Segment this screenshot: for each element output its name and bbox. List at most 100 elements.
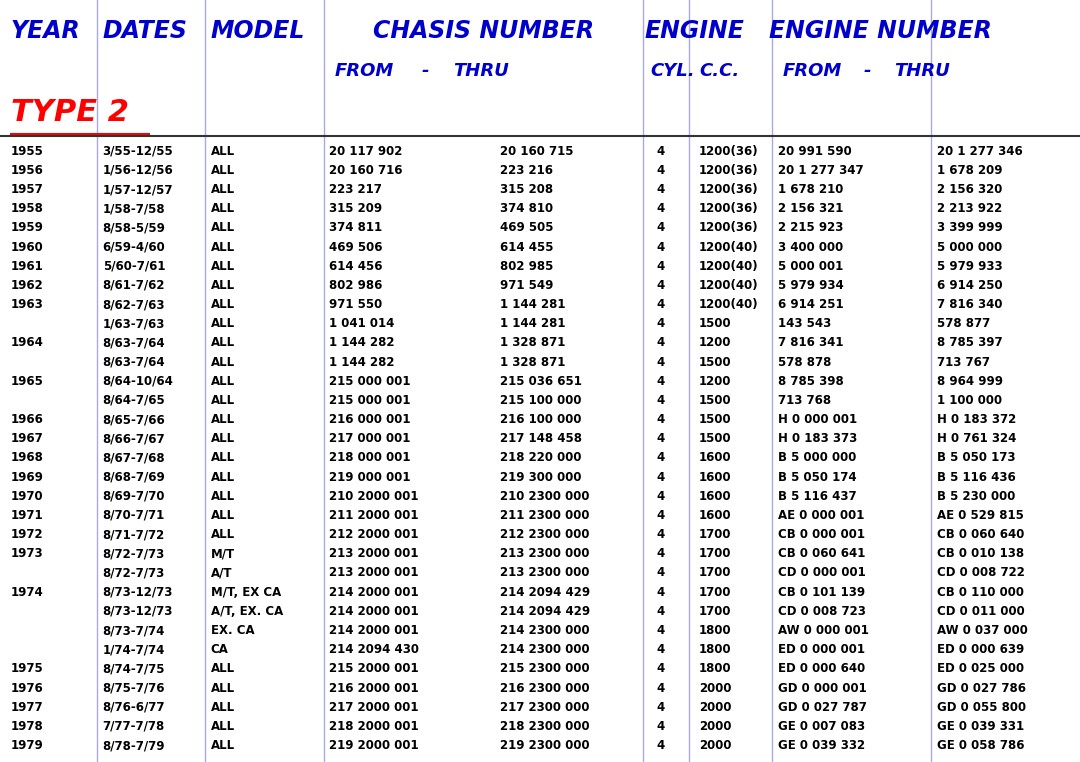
- Text: 6 914 250: 6 914 250: [937, 279, 1003, 292]
- Text: 4: 4: [657, 298, 665, 311]
- Text: ALL: ALL: [211, 202, 234, 216]
- Text: CB 0 000 001: CB 0 000 001: [778, 528, 865, 541]
- Text: 4: 4: [657, 490, 665, 503]
- Text: B 5 116 437: B 5 116 437: [778, 490, 856, 503]
- Text: 8/61-7/62: 8/61-7/62: [103, 279, 165, 292]
- Text: CB 0 101 139: CB 0 101 139: [778, 586, 865, 599]
- Text: AW 0 037 000: AW 0 037 000: [937, 624, 1028, 637]
- Text: 215 036 651: 215 036 651: [500, 375, 582, 388]
- Text: ALL: ALL: [211, 471, 234, 484]
- Text: 8 964 999: 8 964 999: [937, 375, 1003, 388]
- Text: AE 0 000 001: AE 0 000 001: [778, 509, 864, 522]
- Text: GE 0 039 332: GE 0 039 332: [778, 739, 865, 752]
- Text: ED 0 000 001: ED 0 000 001: [778, 643, 865, 656]
- Text: 1963: 1963: [11, 298, 43, 311]
- Text: ALL: ALL: [211, 720, 234, 733]
- Text: 4: 4: [657, 624, 665, 637]
- Text: 4: 4: [657, 509, 665, 522]
- Text: 214 2000 001: 214 2000 001: [329, 605, 419, 618]
- Text: ENGINE: ENGINE: [645, 19, 744, 43]
- Text: 1 678 210: 1 678 210: [778, 183, 843, 196]
- Text: 8/68-7/69: 8/68-7/69: [103, 471, 165, 484]
- Text: 469 506: 469 506: [329, 241, 383, 254]
- Text: 213 2000 001: 213 2000 001: [329, 547, 419, 560]
- Text: ED 0 000 639: ED 0 000 639: [937, 643, 1025, 656]
- Text: FROM: FROM: [783, 62, 842, 81]
- Text: 713 767: 713 767: [937, 356, 990, 369]
- Text: ALL: ALL: [211, 681, 234, 694]
- Text: ED 0 025 000: ED 0 025 000: [937, 662, 1025, 675]
- Text: 1 144 281: 1 144 281: [500, 317, 566, 330]
- Text: 1 328 871: 1 328 871: [500, 356, 566, 369]
- Text: 1800: 1800: [699, 662, 731, 675]
- Text: 218 2000 001: 218 2000 001: [329, 720, 419, 733]
- Text: ALL: ALL: [211, 241, 234, 254]
- Text: 8 785 398: 8 785 398: [778, 375, 843, 388]
- Text: 1200(36): 1200(36): [699, 183, 758, 196]
- Text: 4: 4: [657, 317, 665, 330]
- Text: 8/58-5/59: 8/58-5/59: [103, 222, 165, 235]
- Text: 213 2000 001: 213 2000 001: [329, 566, 419, 579]
- Text: MODEL: MODEL: [211, 19, 305, 43]
- Text: 219 2300 000: 219 2300 000: [500, 739, 590, 752]
- Text: 214 2300 000: 214 2300 000: [500, 643, 590, 656]
- Text: 802 985: 802 985: [500, 260, 553, 273]
- Text: CA: CA: [211, 643, 229, 656]
- Text: 1800: 1800: [699, 624, 731, 637]
- Text: 1600: 1600: [699, 490, 731, 503]
- Text: 578 877: 578 877: [937, 317, 990, 330]
- Text: 213 2300 000: 213 2300 000: [500, 547, 590, 560]
- Text: 3 399 999: 3 399 999: [937, 222, 1003, 235]
- Text: ALL: ALL: [211, 183, 234, 196]
- Text: 216 000 001: 216 000 001: [329, 413, 410, 426]
- Text: 4: 4: [657, 566, 665, 579]
- Text: 2 156 321: 2 156 321: [778, 202, 843, 216]
- Text: 3 400 000: 3 400 000: [778, 241, 842, 254]
- Text: 8/73-12/73: 8/73-12/73: [103, 605, 173, 618]
- Text: 1200(36): 1200(36): [699, 145, 758, 158]
- Text: 4: 4: [657, 432, 665, 445]
- Text: 4: 4: [657, 183, 665, 196]
- Text: 1977: 1977: [11, 701, 43, 714]
- Text: 4: 4: [657, 586, 665, 599]
- Text: 1955: 1955: [11, 145, 43, 158]
- Text: 218 220 000: 218 220 000: [500, 451, 581, 465]
- Text: 8/70-7/71: 8/70-7/71: [103, 509, 165, 522]
- Text: 1966: 1966: [11, 413, 43, 426]
- Text: 217 148 458: 217 148 458: [500, 432, 582, 445]
- Text: 2000: 2000: [699, 701, 731, 714]
- Text: 4: 4: [657, 375, 665, 388]
- Text: B 5 230 000: B 5 230 000: [937, 490, 1016, 503]
- Text: 1800: 1800: [699, 643, 731, 656]
- Text: CB 0 110 000: CB 0 110 000: [937, 586, 1025, 599]
- Text: 1200(40): 1200(40): [699, 241, 758, 254]
- Text: 1200(40): 1200(40): [699, 279, 758, 292]
- Text: CD 0 008 722: CD 0 008 722: [937, 566, 1025, 579]
- Text: CYL.: CYL.: [650, 62, 694, 81]
- Text: M/T, EX CA: M/T, EX CA: [211, 586, 281, 599]
- Text: 1500: 1500: [699, 413, 731, 426]
- Text: 217 000 001: 217 000 001: [329, 432, 410, 445]
- Text: 214 2300 000: 214 2300 000: [500, 624, 590, 637]
- Text: GD 0 000 001: GD 0 000 001: [778, 681, 866, 694]
- Text: 2 156 320: 2 156 320: [937, 183, 1003, 196]
- Text: 4: 4: [657, 605, 665, 618]
- Text: 4: 4: [657, 145, 665, 158]
- Text: 219 000 001: 219 000 001: [329, 471, 410, 484]
- Text: 4: 4: [657, 356, 665, 369]
- Text: 2000: 2000: [699, 720, 731, 733]
- Text: ALL: ALL: [211, 662, 234, 675]
- Text: ALL: ALL: [211, 279, 234, 292]
- Text: 315 209: 315 209: [329, 202, 382, 216]
- Text: 8/69-7/70: 8/69-7/70: [103, 490, 165, 503]
- Text: 5/60-7/61: 5/60-7/61: [103, 260, 165, 273]
- Text: 212 2000 001: 212 2000 001: [329, 528, 419, 541]
- Text: 1/74-7/74: 1/74-7/74: [103, 643, 165, 656]
- Text: ALL: ALL: [211, 701, 234, 714]
- Text: 215 000 001: 215 000 001: [329, 375, 410, 388]
- Text: 1965: 1965: [11, 375, 43, 388]
- Text: 8/72-7/73: 8/72-7/73: [103, 566, 165, 579]
- Text: 218 2300 000: 218 2300 000: [500, 720, 590, 733]
- Text: CB 0 060 640: CB 0 060 640: [937, 528, 1025, 541]
- Text: 4: 4: [657, 662, 665, 675]
